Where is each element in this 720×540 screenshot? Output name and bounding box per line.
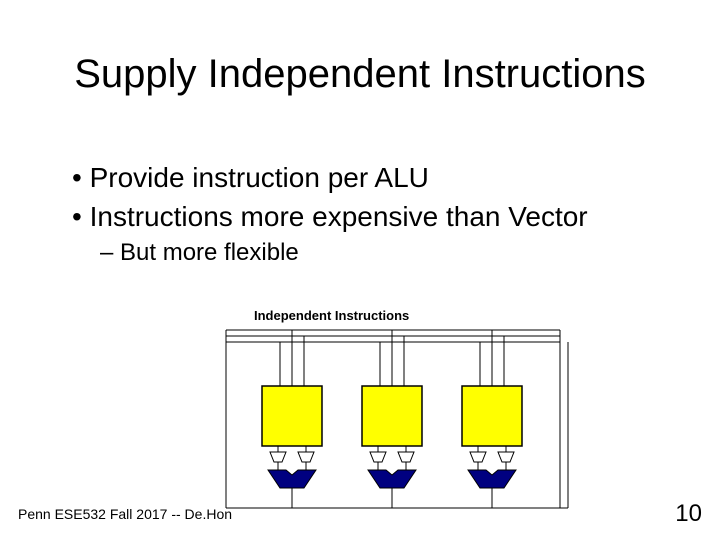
- mux-left-2: [470, 452, 486, 462]
- diagram-title: Independent Instructions: [254, 308, 409, 323]
- mux-right-1: [398, 452, 414, 462]
- mux-left-1: [370, 452, 386, 462]
- bullet-1: Provide instruction per ALU: [72, 160, 672, 195]
- alu-0: [268, 470, 316, 488]
- diagram-independent-instructions: Independent Instructions: [220, 308, 580, 518]
- slide: Supply Independent Instructions Provide …: [0, 0, 720, 540]
- bullet-2-sub-1: But more flexible: [100, 238, 672, 268]
- register-block-0: [262, 386, 322, 446]
- mux-right-0: [298, 452, 314, 462]
- register-block-1: [362, 386, 422, 446]
- register-block-2: [462, 386, 522, 446]
- page-number: 10: [675, 500, 702, 528]
- alu-2: [468, 470, 516, 488]
- bullet-list: Provide instruction per ALU Instructions…: [72, 160, 672, 268]
- slide-title: Supply Independent Instructions: [0, 52, 720, 97]
- footer-text: Penn ESE532 Fall 2017 -- De.Hon: [18, 506, 232, 522]
- mux-right-2: [498, 452, 514, 462]
- diagram-svg: [220, 308, 580, 518]
- bullet-2: Instructions more expensive than Vector: [72, 199, 672, 234]
- mux-left-0: [270, 452, 286, 462]
- alu-1: [368, 470, 416, 488]
